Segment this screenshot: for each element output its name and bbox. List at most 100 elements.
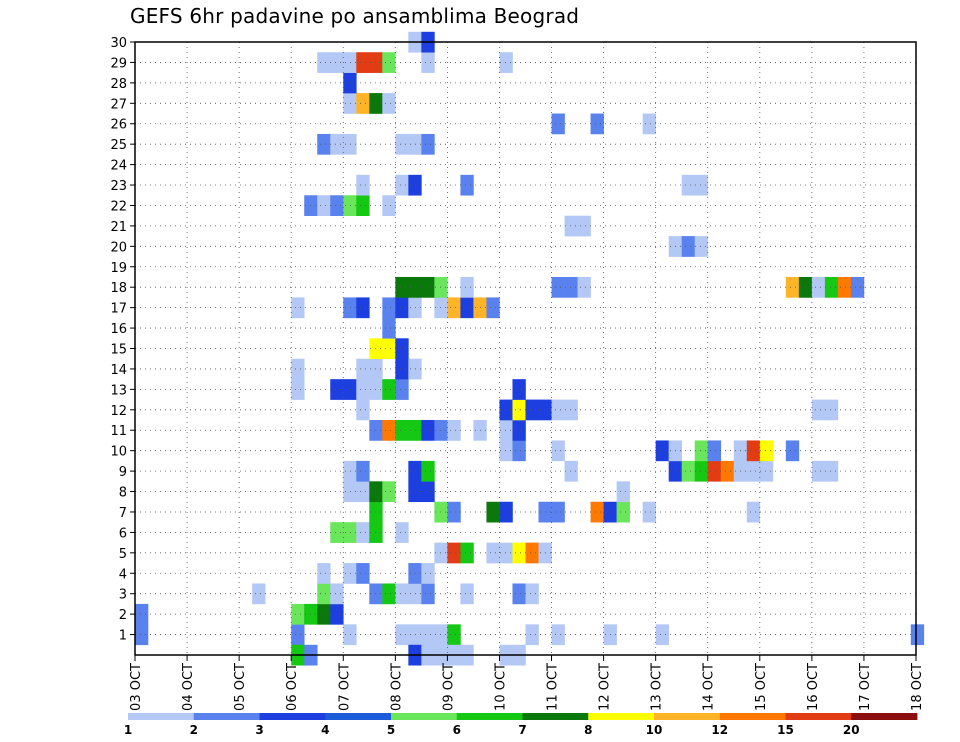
heatmap-cell bbox=[746, 501, 761, 523]
heatmap-cell bbox=[356, 93, 370, 114]
y-tick-label: 19 bbox=[110, 261, 127, 276]
x-tick-label: 12 OCT bbox=[598, 663, 613, 711]
heatmap-cell bbox=[447, 501, 461, 523]
x-axis-ticks: 03 OCT 04 OCT 05 OCT 06 OCT 07 OCT 08 OCT 09 O… bbox=[129, 655, 925, 711]
heatmap-cell bbox=[759, 460, 774, 482]
colorbar-segment bbox=[654, 713, 721, 720]
colorbar: 1 2 3 4 5 6 7 8 10 12 15 20 bbox=[124, 713, 918, 737]
heatmap-cell bbox=[395, 358, 409, 380]
heatmap-cell bbox=[746, 460, 761, 482]
chart-title: GEFS 6hr padavine po ansamblima Beograd bbox=[130, 4, 580, 28]
y-tick-label: 18 bbox=[110, 281, 127, 296]
heatmap-cell bbox=[577, 276, 591, 298]
heatmap-cell bbox=[356, 195, 370, 216]
heatmap-cell bbox=[499, 399, 513, 421]
heatmap-cell bbox=[434, 501, 448, 523]
heatmap-cell bbox=[421, 420, 435, 441]
heatmap-cell bbox=[590, 501, 604, 523]
heatmap-cell bbox=[707, 440, 722, 462]
heatmap-cell bbox=[486, 501, 500, 523]
colorbar-segment bbox=[522, 713, 589, 720]
y-tick-label: 4 bbox=[119, 567, 127, 582]
heatmap-cell bbox=[382, 52, 396, 73]
x-tick-label: 04 OCT bbox=[181, 663, 196, 711]
heatmap-cell bbox=[460, 297, 474, 319]
heatmap-cell bbox=[343, 133, 357, 155]
colorbar-label: 8 bbox=[584, 723, 592, 737]
heatmap-cell bbox=[356, 52, 370, 73]
heatmap-cell bbox=[655, 440, 669, 462]
heatmap-cell bbox=[642, 501, 656, 523]
heatmap-cell bbox=[356, 522, 370, 543]
y-tick-label: 24 bbox=[110, 159, 127, 174]
heatmap-cell bbox=[434, 420, 448, 441]
heatmap-cell bbox=[382, 93, 396, 114]
heatmap-cell bbox=[343, 195, 357, 216]
heatmap-cell bbox=[694, 174, 709, 196]
heatmap-cell bbox=[811, 399, 826, 421]
heatmap-cell bbox=[512, 583, 526, 605]
heatmap-cell bbox=[499, 52, 513, 73]
heatmap-cell bbox=[343, 297, 357, 319]
heatmap-cell bbox=[252, 583, 266, 605]
heatmap-cell bbox=[512, 399, 526, 421]
heatmap-cell bbox=[694, 460, 709, 482]
heatmap-cell bbox=[681, 174, 696, 196]
grid-lines bbox=[135, 41, 916, 655]
y-tick-label: 25 bbox=[110, 138, 127, 153]
colorbar-segment bbox=[719, 713, 786, 720]
heatmap-cell bbox=[330, 133, 344, 155]
heatmap-cell bbox=[525, 399, 539, 421]
heatmap-cell bbox=[616, 481, 630, 503]
heatmap-cell bbox=[785, 276, 800, 298]
colorbar-label: 3 bbox=[255, 723, 263, 737]
y-tick-label: 9 bbox=[119, 465, 127, 480]
heatmap-cell bbox=[135, 603, 149, 625]
heatmap-cell bbox=[421, 460, 435, 482]
y-tick-label: 17 bbox=[110, 302, 127, 317]
heatmap-cell bbox=[460, 542, 474, 564]
y-tick-label: 23 bbox=[110, 179, 127, 194]
heatmap-cell bbox=[564, 215, 578, 237]
heatmap-cell bbox=[759, 440, 774, 462]
y-tick-label: 12 bbox=[110, 404, 127, 419]
colorbar-segment bbox=[456, 713, 523, 720]
y-tick-label: 1 bbox=[119, 629, 127, 644]
colorbar-segment bbox=[391, 713, 458, 720]
heatmap-cell bbox=[499, 542, 513, 564]
heatmap-cell bbox=[447, 542, 461, 564]
heatmap-cells bbox=[135, 31, 925, 666]
heatmap-cell bbox=[577, 215, 591, 237]
y-tick-label: 22 bbox=[110, 199, 127, 214]
y-tick-label: 20 bbox=[110, 240, 127, 255]
heatmap-cell bbox=[382, 481, 396, 503]
heatmap-cell bbox=[291, 297, 305, 319]
y-tick-label: 2 bbox=[119, 608, 127, 623]
heatmap-cell bbox=[356, 297, 370, 319]
colorbar-label: 4 bbox=[321, 723, 329, 737]
heatmap-cell bbox=[395, 338, 409, 360]
x-tick-label: 18 OCT bbox=[910, 663, 925, 711]
heatmap-cell bbox=[330, 379, 344, 400]
heatmap-cell bbox=[421, 583, 435, 605]
heatmap-cell bbox=[356, 358, 370, 380]
y-tick-label: 11 bbox=[110, 424, 127, 439]
colorbar-label: 20 bbox=[843, 723, 860, 737]
heatmap-cell bbox=[551, 276, 565, 298]
heatmap-cell bbox=[512, 379, 526, 400]
heatmap-cell bbox=[499, 440, 513, 462]
heatmap-cell bbox=[499, 501, 513, 523]
y-tick-label: 28 bbox=[110, 77, 127, 92]
heatmap-cell bbox=[564, 460, 578, 482]
y-tick-label: 13 bbox=[110, 383, 127, 398]
heatmap-cell bbox=[824, 276, 839, 298]
x-tick-label: 11 OCT bbox=[546, 663, 561, 711]
colorbar-segment bbox=[588, 713, 655, 720]
heatmap-cell bbox=[551, 440, 565, 462]
colorbar-label: 1 bbox=[124, 723, 132, 737]
heatmap-cell bbox=[395, 624, 409, 646]
heatmap-cell bbox=[356, 563, 370, 584]
heatmap-cell bbox=[343, 563, 357, 584]
y-axis-ticks: 1234567891011121314151617181920212223242… bbox=[110, 36, 135, 644]
colorbar-label: 2 bbox=[190, 723, 198, 737]
